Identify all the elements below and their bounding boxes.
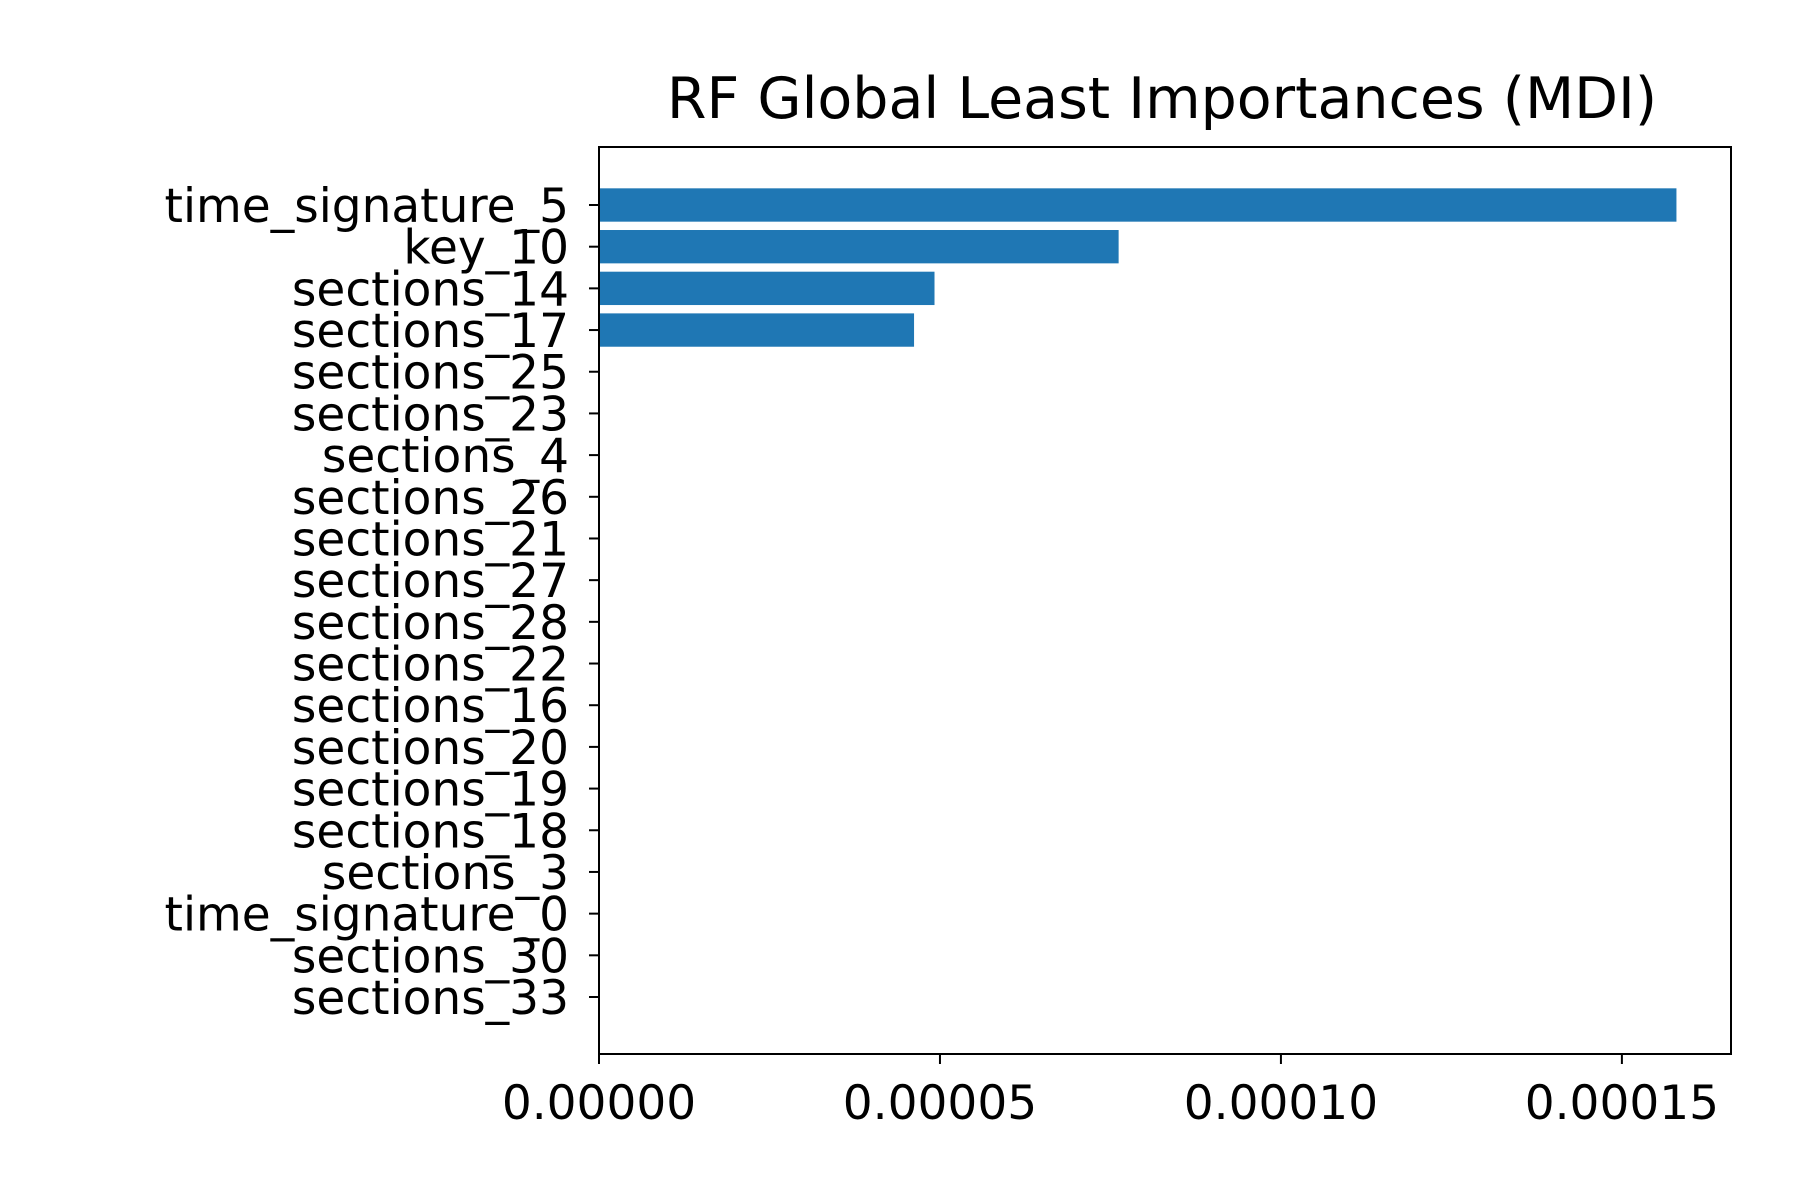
- x-axis-ticks: 0.00000 0.00005 0.00010 0.00015: [502, 1054, 1719, 1131]
- bars-layer: [599, 188, 1677, 347]
- x-tick-label: 0.00010: [1184, 1076, 1378, 1131]
- bar-sections_17: [599, 313, 915, 347]
- y-tick-label: sections_16: [292, 679, 569, 734]
- bar-time_signature_5: [599, 188, 1677, 222]
- y-tick-label: sections_4: [322, 429, 569, 484]
- y-tick-label: sections_27: [292, 554, 569, 609]
- y-tick-label: sections_25: [292, 346, 569, 401]
- y-tick-label: sections_19: [292, 763, 569, 818]
- y-tick-label: sections_18: [292, 804, 569, 859]
- y-tick-label: sections_22: [292, 638, 569, 693]
- y-tick-label: sections_3: [322, 846, 569, 901]
- y-tick-label: sections_23: [292, 387, 569, 442]
- y-tick-label: sections_20: [292, 721, 569, 776]
- y-axis-ticks: time_signature_5key_10sections_14section…: [165, 179, 599, 1026]
- plot-area-frame: [598, 146, 1732, 1055]
- x-tick-label: 0.00000: [502, 1076, 696, 1131]
- bar-key_10: [599, 230, 1119, 264]
- y-tick-label: sections_28: [292, 596, 569, 651]
- y-tick-label: time_signature_5: [165, 179, 569, 234]
- y-tick-label: sections_26: [292, 471, 569, 526]
- y-tick-label: sections_21: [292, 512, 569, 567]
- y-tick-label: sections_33: [292, 971, 569, 1026]
- x-tick-label: 0.00005: [843, 1076, 1037, 1131]
- chart-title: RF Global Least Importances (MDI): [667, 66, 1657, 132]
- y-tick-label: sections_30: [292, 929, 569, 984]
- y-tick-label: time_signature_0: [165, 888, 569, 943]
- y-tick-label: key_10: [403, 221, 569, 276]
- y-tick-label: sections_14: [292, 262, 569, 317]
- x-tick-label: 0.00015: [1525, 1076, 1719, 1131]
- bar-sections_14: [599, 271, 935, 306]
- y-tick-label: sections_17: [292, 304, 569, 359]
